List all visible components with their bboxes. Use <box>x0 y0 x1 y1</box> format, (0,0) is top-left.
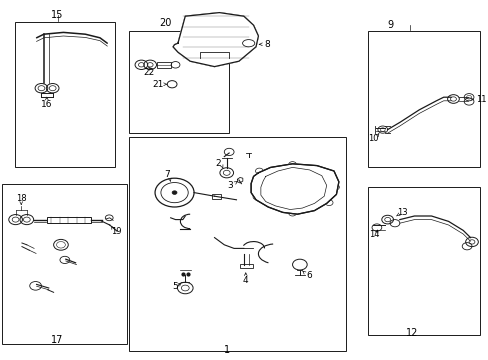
Text: 2: 2 <box>215 159 221 168</box>
Polygon shape <box>173 13 258 67</box>
Bar <box>367 187 479 335</box>
Polygon shape <box>251 164 338 214</box>
Bar <box>367 31 479 167</box>
Text: 5: 5 <box>172 282 178 291</box>
Text: 21: 21 <box>152 80 164 89</box>
Ellipse shape <box>242 40 254 47</box>
Bar <box>15 22 114 167</box>
Circle shape <box>172 191 177 194</box>
Text: 11: 11 <box>475 95 486 104</box>
Bar <box>157 62 170 68</box>
Text: 20: 20 <box>159 18 172 28</box>
Text: 13: 13 <box>397 208 407 217</box>
Text: 18: 18 <box>16 194 26 203</box>
Bar <box>240 264 252 268</box>
Text: 3: 3 <box>227 181 233 190</box>
Text: 15: 15 <box>51 10 63 20</box>
Text: 22: 22 <box>143 68 154 77</box>
Bar <box>129 31 229 133</box>
Bar <box>47 217 90 223</box>
Text: 8: 8 <box>264 40 269 49</box>
Text: 19: 19 <box>111 227 121 236</box>
Text: 14: 14 <box>368 230 379 239</box>
Text: 1: 1 <box>223 345 229 355</box>
Text: 9: 9 <box>386 20 392 30</box>
Text: 6: 6 <box>306 271 312 280</box>
Bar <box>2 184 126 344</box>
Bar <box>129 137 346 351</box>
Text: 17: 17 <box>51 335 63 345</box>
Text: 12: 12 <box>405 328 417 338</box>
Text: 4: 4 <box>243 276 248 284</box>
Text: 7: 7 <box>163 171 169 180</box>
Text: 10: 10 <box>367 135 378 144</box>
Bar <box>212 194 221 199</box>
Text: 16: 16 <box>41 100 52 109</box>
